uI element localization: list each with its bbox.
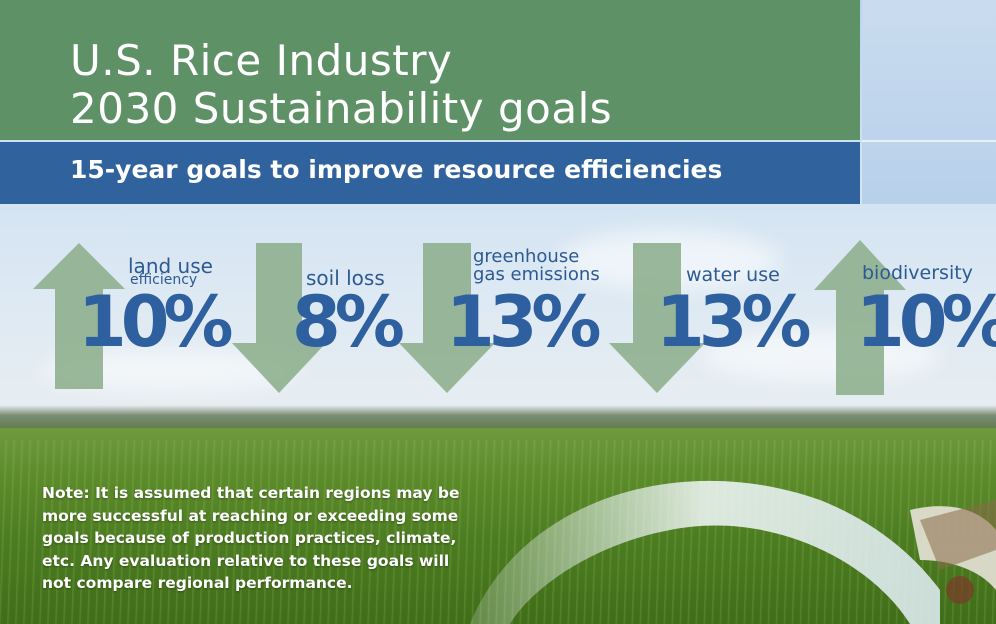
up-arrow-icon (814, 240, 906, 395)
goal-value: 10% (856, 281, 996, 363)
goal-value: 10% (78, 281, 234, 363)
treeline (0, 405, 996, 431)
down-arrow-icon (609, 243, 705, 393)
page-title-line2: 2030 Sustainability goals (70, 84, 613, 133)
subtitle-bar (0, 142, 860, 204)
goal-label: water use (686, 264, 780, 286)
goal-value: 13% (656, 281, 812, 363)
subtitle: 15-year goals to improve resource effici… (70, 155, 723, 184)
divider (862, 140, 996, 142)
goal-label: land use (128, 254, 213, 278)
goal-value: 13% (446, 281, 602, 363)
sky-panel (862, 0, 996, 204)
cloud (700, 330, 940, 380)
goal-value: 8% (292, 281, 405, 363)
irrigation-water-icon (470, 480, 996, 624)
footnote: Note: It is assumed that certain regions… (42, 484, 460, 592)
goal-label: greenhouse (473, 246, 580, 267)
down-arrow-icon (232, 243, 326, 393)
page-title-line1: U.S. Rice Industry (70, 36, 453, 85)
up-arrow-icon (33, 243, 125, 389)
title-block (0, 0, 860, 140)
down-arrow-icon (399, 243, 495, 393)
goal-label: biodiversity (862, 262, 973, 284)
goal-sublabel: efficiency (130, 272, 198, 288)
goal-label: soil loss (306, 266, 385, 290)
goal-label-line2: gas emissions (473, 264, 600, 285)
